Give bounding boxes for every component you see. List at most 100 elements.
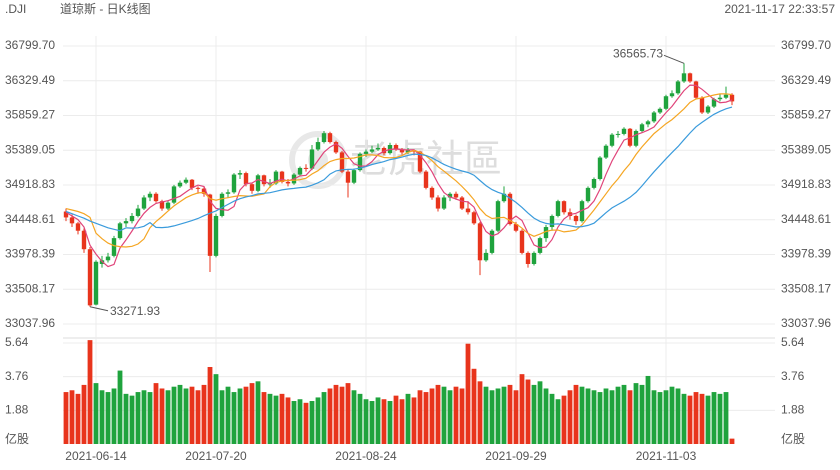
moving-average-line	[65, 93, 733, 248]
candle-body	[525, 252, 531, 264]
candle-body	[495, 201, 501, 231]
y-tick-label-right: 35859.27	[781, 108, 831, 122]
candle-body	[189, 179, 195, 188]
volume-bar	[573, 384, 579, 444]
volume-bar	[579, 386, 585, 444]
volume-bar	[621, 384, 627, 444]
candle-body	[441, 197, 447, 209]
candle-body	[591, 179, 597, 188]
candle-body	[261, 175, 267, 185]
moving-average-line	[65, 106, 733, 232]
candle-body	[609, 134, 615, 146]
candle-body	[87, 249, 93, 306]
volume-bar	[123, 393, 129, 444]
candle-body	[75, 223, 81, 231]
volume-bar	[279, 393, 285, 444]
volume-bar	[561, 395, 567, 444]
y-tick-label: 36329.49	[5, 73, 55, 87]
y-tick-label-right: 36329.49	[781, 73, 831, 87]
candle-body	[81, 230, 87, 250]
candle-body	[483, 252, 489, 261]
candle-body	[729, 94, 735, 102]
volume-bar	[327, 388, 333, 444]
volume-bar	[405, 393, 411, 444]
candle-body	[213, 215, 219, 256]
volume-bar	[147, 392, 153, 444]
y-tick-label: 33978.39	[5, 247, 55, 261]
volume-bar	[231, 392, 237, 444]
candle-body	[489, 230, 495, 253]
moving-average-line	[65, 84, 733, 268]
volume-bar	[165, 390, 171, 444]
candle-body	[585, 187, 591, 202]
candle-body	[657, 108, 663, 113]
volume-bar	[495, 388, 501, 444]
candle-body	[303, 167, 309, 169]
candle-body	[699, 97, 705, 113]
volume-bar	[303, 402, 309, 444]
candle-body	[219, 193, 225, 216]
candle-body	[159, 201, 165, 209]
candle-body	[201, 188, 207, 194]
volume-bar	[609, 390, 615, 444]
candle-body	[423, 171, 429, 188]
volume-bar	[387, 401, 393, 444]
candle-body	[555, 201, 561, 216]
volume-bar	[603, 388, 609, 444]
volume-bar	[657, 392, 663, 444]
volume-bar	[441, 386, 447, 444]
candle-body	[543, 227, 549, 239]
x-tick-label: 2021-06-14	[65, 449, 127, 463]
volume-bar	[189, 386, 195, 444]
volume-bar	[171, 386, 177, 444]
candle-body	[513, 224, 519, 231]
candle-body	[345, 171, 351, 183]
y-tick-label: 34448.61	[5, 212, 55, 226]
candle-body	[561, 201, 567, 213]
candle-body	[195, 187, 201, 189]
volume-bar	[99, 390, 105, 444]
volume-bar	[117, 370, 123, 444]
candle-body	[603, 145, 609, 158]
volume-bar	[555, 399, 561, 444]
chart-title: 道琼斯 - 日K线图	[60, 1, 151, 16]
volume-bar	[693, 392, 699, 444]
volume-bar	[711, 392, 717, 444]
candle-body	[519, 230, 525, 253]
volume-bar	[159, 388, 165, 444]
volume-bar	[633, 383, 639, 444]
candle-body	[369, 149, 375, 152]
candle-body	[615, 133, 621, 135]
candle-body	[333, 142, 339, 153]
annotation-line	[663, 54, 685, 64]
candle-body	[399, 149, 405, 153]
candle-body	[633, 130, 639, 146]
candle-body	[105, 256, 111, 261]
volume-bar	[417, 390, 423, 444]
volume-tick-label: 1.88	[5, 403, 29, 417]
x-tick-label: 2021-11-03	[636, 449, 697, 463]
volume-bar	[411, 397, 417, 444]
y-tick-label-right: 36799.70	[781, 38, 831, 52]
volume-bar	[489, 390, 495, 444]
candle-body	[357, 153, 363, 171]
candle-body	[69, 217, 75, 224]
symbol: .DJI	[5, 2, 26, 16]
y-tick-label: 35389.05	[5, 142, 55, 156]
y-tick-label-right: 33978.39	[781, 247, 831, 261]
volume-bar	[237, 388, 243, 444]
candle-body	[231, 174, 237, 193]
candle-body	[309, 149, 315, 169]
candle-body	[225, 192, 231, 194]
candle-body	[711, 99, 717, 107]
x-tick-label: 2021-07-20	[185, 449, 247, 463]
volume-tick-label-right: 3.76	[781, 369, 805, 383]
candle-body	[477, 223, 483, 261]
candle-body	[381, 147, 387, 154]
volume-bar	[465, 343, 471, 444]
volume-bar	[477, 381, 483, 444]
y-tick-label-right: 33037.96	[781, 316, 831, 330]
volume-bar	[705, 395, 711, 444]
volume-bar	[531, 384, 537, 444]
